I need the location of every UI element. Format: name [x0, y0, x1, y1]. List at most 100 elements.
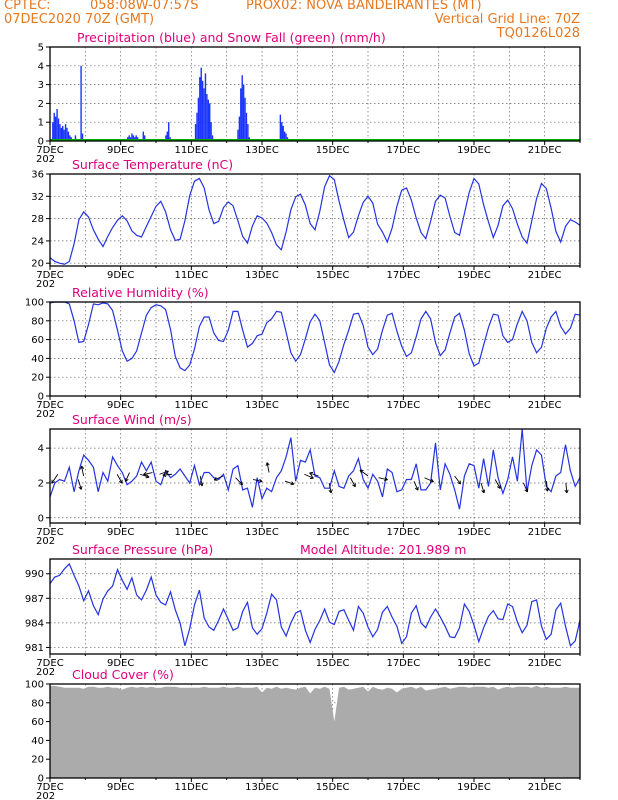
wind-arrow: [523, 482, 528, 493]
ytick-label: 32: [31, 192, 44, 203]
precip-bar: [60, 127, 63, 141]
press-title: Surface Pressure (hPa): [72, 542, 213, 557]
ytick-label: 4: [38, 61, 44, 72]
ytick-label: 100: [25, 298, 44, 309]
temp-series-line: [49, 174, 581, 265]
precip-bar: [241, 75, 243, 141]
precip-bar: [237, 129, 239, 141]
cloud-dip: [443, 723, 446, 778]
temp-title: Surface Temperature (nC): [72, 157, 233, 172]
wind-arrow-head: [414, 486, 419, 491]
wind-arrow: [159, 470, 169, 475]
header-line1-left: CPTEC:: [4, 0, 51, 13]
ytick-label: 60: [31, 335, 44, 346]
xtick-label: 7DEC: [36, 782, 63, 793]
precip-bar: [281, 122, 283, 141]
wind-arrow: [51, 474, 59, 484]
precip-bar: [53, 112, 55, 141]
wind-arrow: [253, 479, 263, 482]
precip-bar: [282, 125, 284, 141]
xtick-label: 7DEC: [36, 400, 63, 411]
wind-arrow: [494, 479, 501, 489]
precip-bar: [56, 109, 58, 141]
cloud-dip: [486, 715, 489, 778]
precip-bar: [135, 135, 137, 141]
xtick-label: 13DEC: [245, 400, 279, 411]
wind-arrow-head: [143, 471, 147, 476]
xtick-label: 11DEC: [174, 527, 208, 538]
precip-bar: [63, 129, 65, 141]
ytick-label: 20: [31, 755, 44, 766]
ytick-label: 60: [31, 717, 44, 728]
ytick-label: 100: [25, 680, 44, 691]
xtick-label: 9DEC: [107, 527, 134, 538]
wind-arrow: [213, 475, 224, 481]
precip-bar: [200, 67, 202, 141]
panel-frame: [49, 46, 581, 142]
xtick-label: 21DEC: [528, 400, 562, 411]
wind-arrow: [454, 475, 461, 485]
ytick-label: 40: [31, 354, 44, 365]
wind-arrow-head: [481, 489, 486, 494]
wind-arrow: [309, 472, 319, 477]
ytick-label: 36: [31, 170, 44, 181]
wind-arrow-head: [290, 481, 295, 486]
wind-arrow-head: [497, 484, 501, 489]
wind-arrow: [143, 472, 153, 475]
wind-arrow: [199, 475, 203, 487]
xtick-label: 21DEC: [528, 658, 562, 669]
xtick-label: 17DEC: [386, 270, 420, 281]
precip-bar: [81, 133, 84, 141]
precip-bar: [242, 84, 245, 141]
xtick-label: 9DEC: [107, 400, 134, 411]
precip-bar: [194, 124, 197, 141]
precip-bar: [207, 99, 209, 141]
xtick-label: 17DEC: [386, 400, 420, 411]
cloud-area: [50, 685, 580, 778]
panel-wind: 0 2 4 7DEC 9DEC 11DEC 13DEC 15DEC 17DEC 19DEC 21DE…: [36, 412, 581, 547]
precip-bar: [74, 135, 77, 141]
precip-bar: [54, 116, 57, 141]
wind-arrow: [81, 465, 85, 477]
xtick-label: 21DEC: [528, 270, 562, 281]
precip-bar: [142, 131, 144, 141]
xtick-label: 15DEC: [316, 782, 350, 793]
wind-arrow-head: [124, 477, 129, 482]
precip-bar: [196, 112, 198, 141]
ytick-label: 80: [31, 316, 44, 327]
wind-arrow: [480, 482, 485, 494]
precip-bar: [203, 88, 205, 141]
precip-bar: [52, 122, 54, 141]
precip-bar: [211, 135, 214, 141]
xtick-label: 19DEC: [457, 270, 491, 281]
precip-bar: [209, 103, 211, 141]
wind-arrow-head: [457, 480, 462, 485]
precip-bar: [210, 122, 212, 141]
wind-arrow: [116, 474, 123, 484]
xtick-label: 13DEC: [245, 270, 279, 281]
xtick-label: 15DEC: [316, 400, 350, 411]
precip-bar: [201, 80, 204, 141]
xtick-label: 21DEC: [528, 145, 562, 156]
panel-cloud: 0 20 40 60 80 100 7DEC 9DEC 11DEC 13DEC 15DEC 17DEC…: [25, 667, 581, 800]
wind-arrow-head: [430, 478, 434, 483]
cloud-dip: [383, 719, 386, 778]
wind-arrow-head: [162, 472, 167, 478]
panel-frame: [49, 683, 581, 779]
xtick-label: 9DEC: [107, 782, 134, 793]
xtick-label: 17DEC: [386, 145, 420, 156]
xtick-label: 19DEC: [457, 145, 491, 156]
wind-arrow-head: [328, 489, 333, 494]
ytick-label: 990: [25, 569, 44, 580]
xtick-label: 15DEC: [316, 145, 350, 156]
ytick-label: 3: [38, 80, 44, 91]
xtick-label: 11DEC: [174, 658, 208, 669]
precip-bar: [131, 133, 133, 141]
xtick-label: 7DEC: [36, 145, 63, 156]
cloud-title: Cloud Cover (%): [72, 667, 174, 682]
wind-arrow-head: [564, 489, 569, 494]
panel-frame: [49, 301, 581, 397]
xtick-year-prefix: 202: [36, 667, 55, 678]
ytick-label: 80: [31, 698, 44, 709]
